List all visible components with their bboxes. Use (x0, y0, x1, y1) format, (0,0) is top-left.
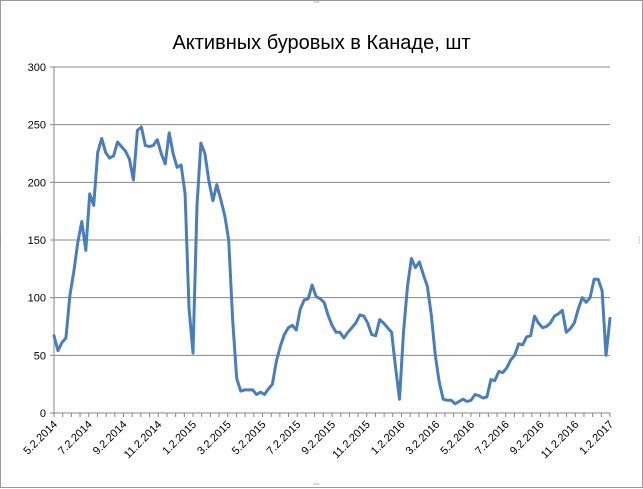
x-tick-label: 5.2.2014 (21, 419, 60, 458)
x-tick-label: 3.2.2015 (195, 419, 234, 458)
y-tick-label: 100 (28, 293, 46, 305)
y-tick-label: 250 (28, 120, 46, 132)
resize-handle-left[interactable]: ··· (0, 234, 2, 248)
x-tick-label: 1.2.2016 (369, 419, 408, 458)
y-tick-label: 0 (40, 408, 46, 420)
axes (50, 66, 611, 417)
x-tick-label: 3.2.2016 (404, 419, 443, 458)
y-tick-label: 200 (28, 177, 46, 189)
series-group (52, 125, 612, 406)
x-tick-label: 7.2.2016 (473, 419, 512, 458)
y-tick-label: 300 (28, 62, 46, 74)
series-line (52, 125, 612, 406)
x-tick-label: 5.2.2015 (230, 419, 269, 458)
x-tick-label: 1.2.2015 (160, 419, 199, 458)
y-axis-ticks: 0 50 100 150 200 250 300 (28, 62, 46, 420)
y-tick-label: 50 (34, 350, 46, 362)
x-tick-label: 1.2.2017 (577, 419, 616, 458)
resize-handle-top[interactable]: ···· (313, 0, 320, 7)
resize-handle-right[interactable]: · · · (638, 233, 641, 248)
x-tick-label: 5.2.2016 (438, 419, 477, 458)
x-tick-label: 11.2.2016 (539, 419, 582, 462)
x-tick-label: 7.2.2015 (265, 419, 304, 458)
x-tick-label: 11.2.2015 (330, 419, 373, 462)
x-axis-ticks: 5.2.20147.2.20149.2.201411.2.20141.2.201… (21, 419, 616, 462)
resize-handle-bottom[interactable]: ···· (313, 480, 320, 489)
x-tick-label: 11.2.2014 (122, 419, 165, 462)
gridlines (54, 66, 610, 356)
x-tick-label: 7.2.2014 (56, 419, 95, 458)
chart-title: Активных буровых в Канаде, шт (172, 32, 471, 54)
y-tick-label: 150 (28, 235, 46, 247)
